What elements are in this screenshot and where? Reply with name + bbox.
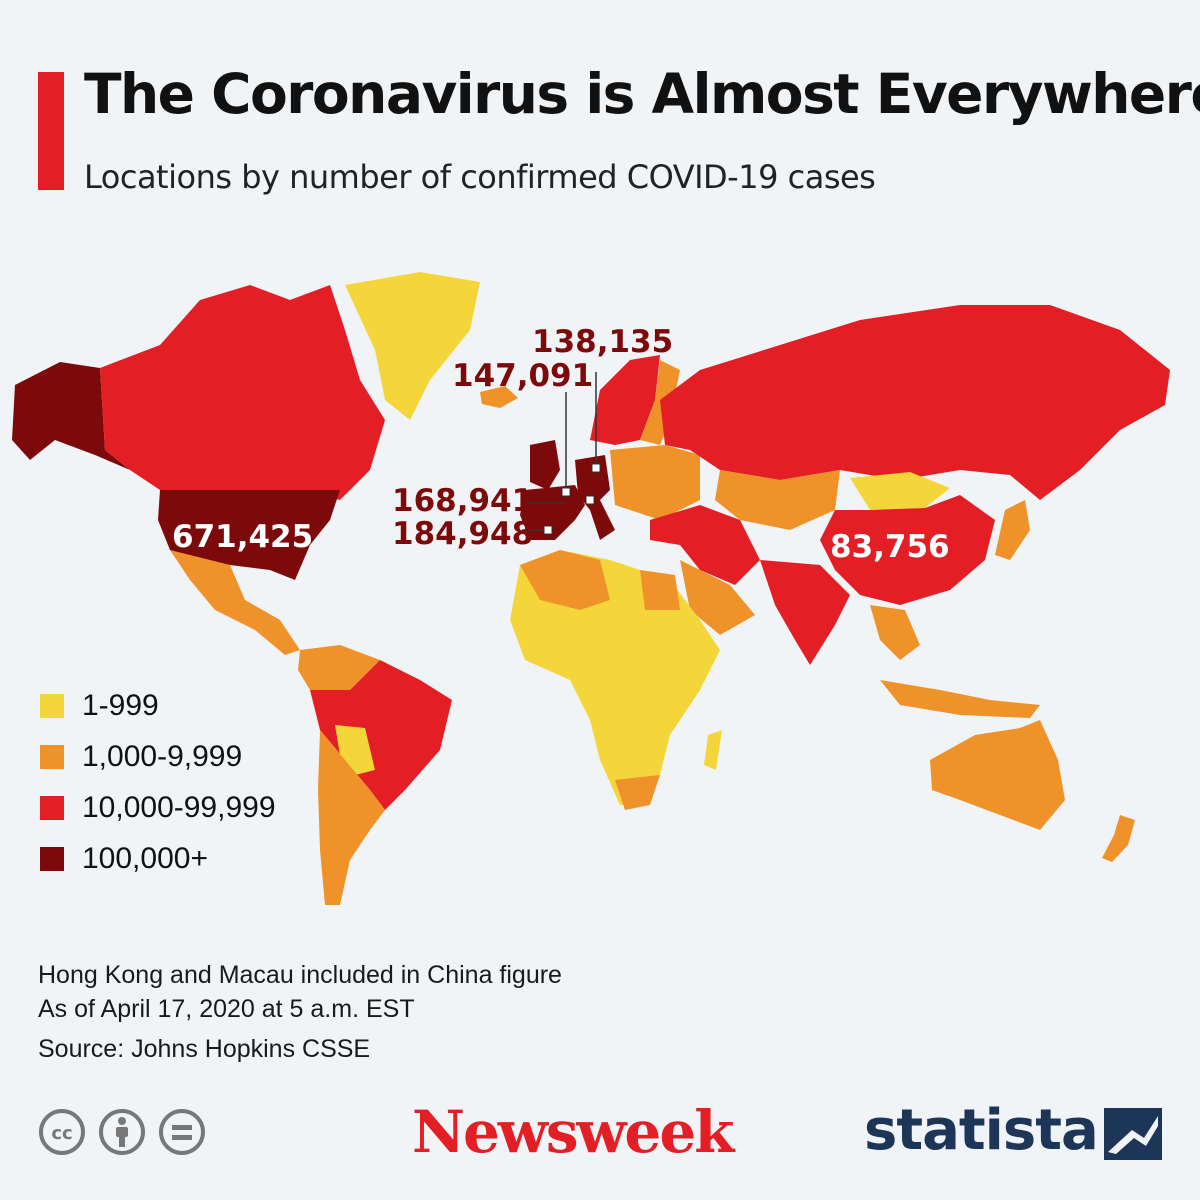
page-title: The Coronavirus is Almost Everywhere <box>84 62 1200 126</box>
region-egypt <box>640 570 680 610</box>
region-usa <box>158 490 340 580</box>
creative-commons-icon[interactable]: cc <box>38 1108 86 1156</box>
region-north-africa <box>520 550 610 610</box>
source-note: Source: Johns Hopkins CSSE <box>38 1035 371 1063</box>
page-subtitle: Locations by number of confirmed COVID-1… <box>84 158 876 196</box>
region-indonesia <box>880 680 1040 718</box>
legend-swatch <box>40 693 64 718</box>
region-madagascar <box>704 730 722 770</box>
region-iceland <box>480 386 518 408</box>
legend: 1-999 1,000-9,999 10,000-99,999 100,000+ <box>40 680 276 884</box>
region-russia <box>660 305 1170 500</box>
region-australia <box>930 720 1065 830</box>
newsweek-logo[interactable]: Newsweek <box>412 1098 734 1166</box>
marker-france <box>561 487 571 497</box>
statista-logo[interactable]: statista <box>864 1098 1099 1163</box>
label-spain: 184,948 <box>392 516 533 552</box>
marker-italy <box>585 495 595 505</box>
region-uk <box>530 440 560 490</box>
region-south-africa <box>615 775 660 810</box>
legend-label: 1,000-9,999 <box>82 739 243 773</box>
region-scandinavia <box>590 355 660 445</box>
notes: Hong Kong and Macau included in China fi… <box>38 958 562 1066</box>
region-south-america-north <box>298 645 380 690</box>
region-southeast-asia <box>870 605 920 660</box>
region-japan <box>995 500 1030 560</box>
region-new-zealand <box>1102 815 1135 862</box>
legend-item: 1-999 <box>40 680 276 731</box>
legend-item: 10,000-99,999 <box>40 782 276 833</box>
legend-item: 100,000+ <box>40 833 276 884</box>
label-usa: 671,425 <box>172 519 313 555</box>
region-brazil <box>310 660 452 810</box>
label-china: 83,756 <box>830 529 950 565</box>
no-derivatives-icon[interactable] <box>158 1108 206 1156</box>
label-france: 147,091 <box>452 358 593 394</box>
region-greenland <box>345 272 480 420</box>
region-france-spain <box>520 485 585 540</box>
label-italy: 168,941 <box>392 483 533 519</box>
legend-label: 100,000+ <box>82 841 208 875</box>
world-map: 671,425 83,756 138,135 147,091 168,941 1… <box>12 272 1170 905</box>
region-middle-east <box>650 505 760 585</box>
marker-spain <box>543 525 553 535</box>
legend-swatch <box>40 846 64 871</box>
legend-swatch <box>40 744 64 769</box>
legend-swatch <box>40 795 64 820</box>
region-southern-cone <box>318 730 385 905</box>
marker-germany <box>591 463 601 473</box>
attribution-icon[interactable] <box>98 1108 146 1156</box>
svg-text:cc: cc <box>51 1123 72 1144</box>
region-canada <box>100 285 385 500</box>
region-germany-italy <box>575 455 615 540</box>
legend-label: 1-999 <box>82 688 159 722</box>
note-hong-kong: Hong Kong and Macau included in China fi… <box>38 961 562 989</box>
region-mongolia <box>850 472 950 510</box>
region-eastern-europe <box>610 445 700 520</box>
legend-label: 10,000-99,999 <box>82 790 276 824</box>
title-accent-bar <box>38 72 64 190</box>
region-china <box>820 495 995 605</box>
note-date: As of April 17, 2020 at 5 a.m. EST <box>38 995 415 1023</box>
label-germany: 138,135 <box>532 324 673 360</box>
region-africa <box>510 550 720 805</box>
region-arabia <box>680 560 755 635</box>
region-central-asia <box>715 470 840 530</box>
legend-item: 1,000-9,999 <box>40 731 276 782</box>
region-mexico <box>170 550 300 655</box>
region-alaska <box>12 362 130 470</box>
license-icons: cc <box>38 1108 206 1156</box>
region-finland <box>640 360 680 445</box>
region-india <box>760 560 850 665</box>
statista-logo-icon <box>1104 1108 1162 1160</box>
region-bolivia <box>335 725 375 775</box>
